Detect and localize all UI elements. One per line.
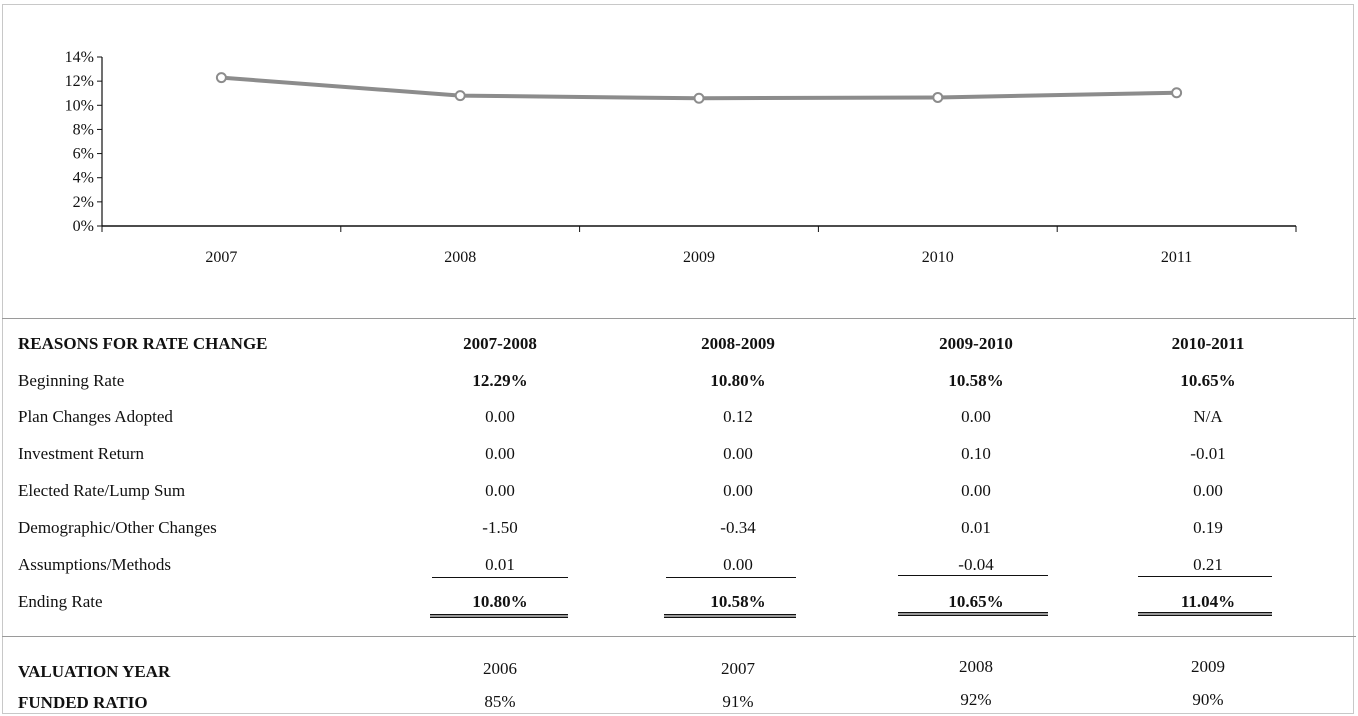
valuation-year-value: 2007 [721, 659, 755, 678]
subtotal-underline [666, 577, 796, 578]
row-label-beginning-rate: Beginning Rate [18, 371, 125, 390]
table-cell: 0.19 [1193, 518, 1223, 537]
section-divider-bottom [2, 636, 1356, 637]
x-tick-label: 2007 [205, 249, 237, 266]
y-tick-label: 8% [73, 121, 94, 138]
subtotal-underline [898, 575, 1048, 576]
period-header: 2007-2008 [463, 334, 537, 353]
row-label-demographic-changes: Demographic/Other Changes [18, 518, 217, 537]
data-point [693, 92, 705, 104]
period-header: 2008-2009 [701, 334, 775, 353]
table-cell: -0.01 [1190, 444, 1226, 463]
data-point [454, 90, 466, 102]
table-cell: 0.00 [723, 555, 753, 574]
total-double-underline [898, 612, 1048, 616]
table-cell: 0.12 [723, 407, 753, 426]
total-double-underline [430, 614, 568, 618]
table-cell: 11.04% [1180, 592, 1236, 611]
table-cell: 0.00 [485, 444, 515, 463]
y-tick-label: 10% [65, 97, 94, 114]
period-header: 2009-2010 [939, 334, 1013, 353]
table-cell: -0.34 [720, 518, 756, 537]
valuation-year-value: 2006 [483, 659, 517, 678]
subtotal-underline [432, 577, 568, 578]
y-tick-label: 2% [73, 194, 94, 211]
period-header: 2010-2011 [1171, 334, 1245, 353]
x-tick-label: 2009 [683, 249, 715, 266]
table-cell: 10.80% [710, 371, 766, 390]
y-tick-label: 12% [65, 73, 94, 90]
rate-line-chart: 14% 12% 10% 8% 6% 4% 2% 0% 2007 2008 2009 2010 2011 [65, 49, 1297, 266]
total-double-underline [1138, 612, 1272, 616]
y-tick-label: 6% [73, 146, 94, 163]
table-cell: 0.00 [485, 481, 515, 500]
table-cell: 0.00 [961, 407, 991, 426]
x-tick-label: 2010 [922, 249, 954, 266]
funded-ratio-value: 91% [722, 692, 754, 711]
row-label-assumptions: Assumptions/Methods [18, 555, 172, 574]
funded-ratio-value: 92% [960, 690, 992, 709]
data-point [215, 72, 227, 84]
table-cell: 10.65% [948, 592, 1004, 611]
funded-ratio-value: 90% [1192, 690, 1224, 709]
table-cell: 0.00 [485, 407, 515, 426]
y-tick-label: 4% [73, 170, 94, 187]
table-cell: 10.58% [948, 371, 1004, 390]
funded-ratio-value: 85% [484, 692, 516, 711]
table-cell: -0.04 [958, 555, 994, 574]
funded-ratio-label: FUNDED RATIO [18, 693, 148, 712]
table-cell: -1.50 [482, 518, 518, 537]
row-label-ending-rate: Ending Rate [18, 592, 103, 611]
table-cell: 0.01 [961, 518, 991, 537]
y-tick-label: 0% [73, 218, 94, 235]
table-cell: 0.21 [1193, 555, 1223, 574]
table-cell: 0.00 [1193, 481, 1223, 500]
valuation-year-label: VALUATION YEAR [18, 662, 171, 681]
x-tick-label: 2011 [1161, 249, 1192, 266]
data-point [1171, 87, 1183, 99]
valuation-year-value: 2008 [959, 657, 993, 676]
subtotal-underline [1138, 576, 1272, 577]
row-label-elected-rate: Elected Rate/Lump Sum [18, 481, 186, 500]
data-point [932, 91, 944, 103]
total-double-underline [664, 614, 796, 618]
table-cell: 10.65% [1180, 371, 1236, 390]
section-divider-top [2, 318, 1356, 319]
page-frame [2, 4, 1354, 714]
row-label-investment-return: Investment Return [18, 444, 145, 463]
x-tick-label: 2008 [444, 249, 476, 266]
table-cell: N/A [1193, 407, 1223, 426]
table-cell: 0.00 [723, 444, 753, 463]
table-cell: 0.10 [961, 444, 991, 463]
row-label-plan-changes: Plan Changes Adopted [18, 407, 173, 426]
valuation-year-value: 2009 [1191, 657, 1225, 676]
reasons-header: REASONS FOR RATE CHANGE [18, 334, 268, 353]
table-cell: 0.01 [485, 555, 515, 574]
table-cell: 10.80% [472, 592, 528, 611]
table-cell: 0.00 [723, 481, 753, 500]
y-tick-label: 14% [65, 49, 94, 66]
table-cell: 12.29% [472, 371, 528, 390]
table-cell: 10.58% [710, 592, 766, 611]
table-cell: 0.00 [961, 481, 991, 500]
